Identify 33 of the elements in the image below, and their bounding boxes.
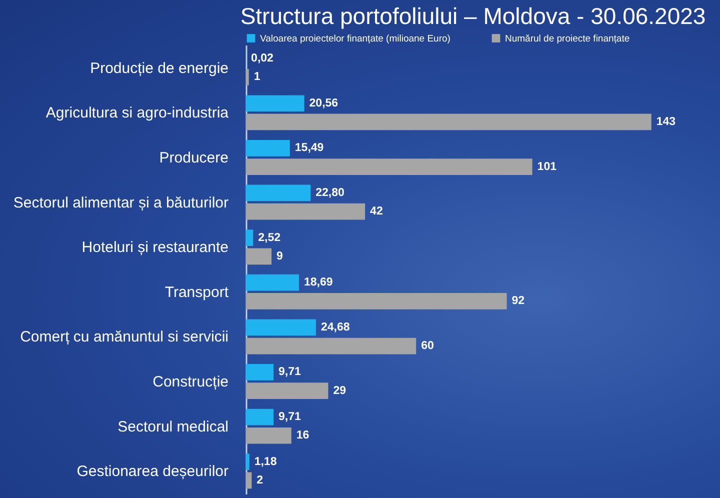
- data-label: 22,80: [316, 186, 344, 199]
- data-label: 1,18: [254, 456, 278, 468]
- data-label: 0,02: [251, 52, 274, 65]
- legend-label: Numărul de proiecte finanțate: [505, 33, 630, 44]
- y-tick-label: Comerț cu amănuntul si servicii: [20, 328, 228, 346]
- data-label: 16: [296, 430, 310, 442]
- legend-label: Valoarea proiectelor finanțate (milioane Euro): [260, 33, 450, 44]
- data-label: 101: [537, 160, 558, 173]
- y-tick-label: Agricultura si agro-industria: [46, 104, 230, 122]
- y-tick-label: Sectorul medical: [118, 418, 228, 436]
- data-label: 9: [276, 250, 283, 262]
- y-tick-label: Sectorul alimentar și a băuturilor: [13, 194, 228, 212]
- data-label: 143: [656, 116, 676, 128]
- y-tick-label: Construcție: [152, 374, 228, 391]
- chart-title: Structura portofoliului – Moldova - 30.06.2023: [240, 3, 706, 29]
- y-tick-label: Producție de energie: [90, 60, 228, 77]
- data-label: 18,69: [304, 276, 333, 289]
- data-label: 9,71: [278, 411, 302, 424]
- data-label: 29: [333, 384, 346, 397]
- y-tick-label: Gestionarea deșeurilor: [76, 463, 228, 480]
- y-tick-label: Hoteluri și restaurante: [82, 239, 228, 256]
- data-label: 15,49: [294, 142, 324, 154]
- data-label: 42: [370, 206, 383, 218]
- data-label: 2: [256, 474, 264, 486]
- data-label: 1: [254, 71, 261, 84]
- data-label: 24,68: [320, 321, 350, 334]
- y-tick-label: Transport: [164, 284, 230, 301]
- data-label: 9,71: [278, 366, 302, 378]
- data-label: 2,52: [258, 232, 281, 244]
- data-label: 92: [512, 295, 525, 308]
- data-label: 20,56: [309, 97, 338, 110]
- y-tick-label: Producere: [159, 149, 228, 166]
- data-label: 60: [421, 340, 434, 352]
